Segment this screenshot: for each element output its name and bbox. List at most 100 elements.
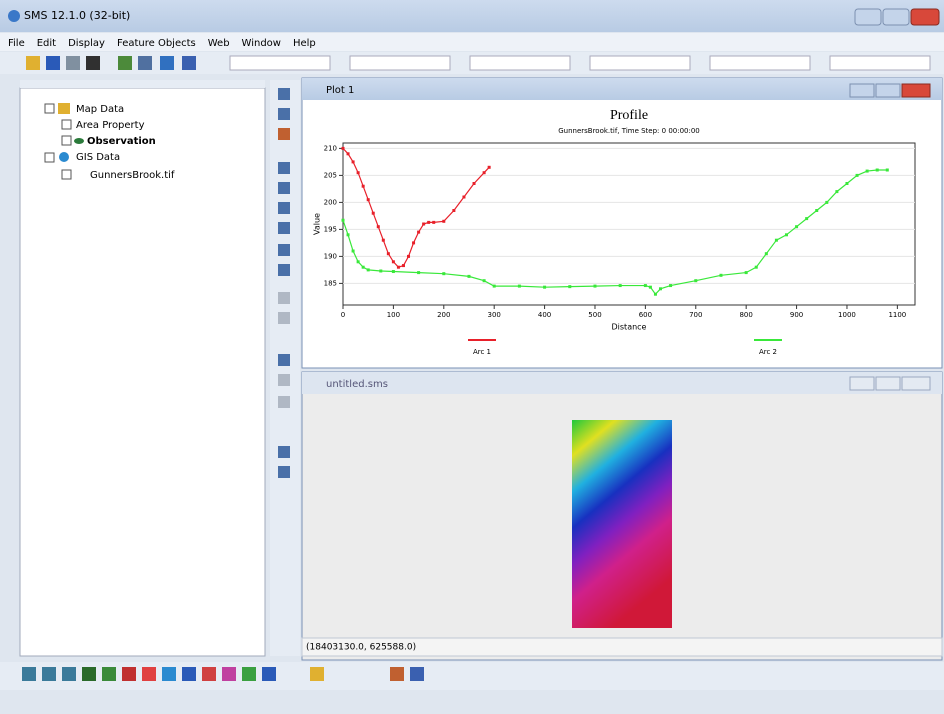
checkbox[interactable]: [62, 170, 71, 179]
data-point: [593, 285, 596, 288]
data-point: [785, 233, 788, 236]
maximize-button[interactable]: [876, 84, 900, 97]
x-tick-label: 1000: [838, 311, 856, 319]
data-point: [342, 147, 345, 150]
coverage-icon: [74, 138, 84, 144]
close-button[interactable]: [911, 9, 939, 25]
tree-item[interactable]: GunnersBrook.tif: [90, 170, 175, 181]
data-point: [442, 272, 445, 275]
data-point: [835, 190, 838, 193]
data-point: [619, 284, 622, 287]
minimize-button[interactable]: [850, 84, 874, 97]
title-bar: [0, 0, 944, 32]
menu-item[interactable]: Window: [242, 38, 281, 49]
app-window: SMS 12.1.0 (32-bit) File Edit Display Featu…: [0, 0, 944, 711]
window-title: SMS 12.1.0 (32-bit): [24, 9, 130, 22]
close-button[interactable]: [902, 377, 930, 390]
data-point: [765, 252, 768, 255]
maximize-button[interactable]: [876, 377, 900, 390]
x-tick-label: 500: [588, 311, 601, 319]
data-point: [412, 241, 415, 244]
data-point: [815, 209, 818, 212]
data-point: [462, 196, 465, 199]
data-point: [543, 286, 546, 289]
x-tick-label: 600: [639, 311, 652, 319]
app-icon: [8, 10, 20, 22]
data-point: [427, 221, 430, 224]
data-point: [367, 198, 370, 201]
data-point: [387, 252, 390, 255]
menu-item[interactable]: Feature Objects: [117, 38, 196, 49]
close-button[interactable]: [902, 84, 930, 97]
legend-label: Arc 1: [473, 348, 491, 356]
checkbox[interactable]: [45, 104, 54, 113]
chart-subtitle: GunnersBrook.tif, Time Step: 0 00:00:00: [558, 127, 700, 135]
data-point: [719, 274, 722, 277]
x-tick-label: 900: [790, 311, 803, 319]
y-tick-label: 185: [324, 279, 337, 287]
x-tick-label: 1100: [888, 311, 906, 319]
y-tick-label: 190: [324, 252, 337, 260]
tree-item[interactable]: Observation: [87, 136, 156, 147]
checkbox[interactable]: [45, 153, 54, 162]
menu-item[interactable]: Display: [68, 38, 105, 49]
checkbox[interactable]: [62, 136, 71, 145]
legend-label: Arc 2: [759, 348, 777, 356]
tree-item[interactable]: Map Data: [76, 104, 124, 115]
data-point: [467, 275, 470, 278]
menu-item[interactable]: File: [8, 38, 25, 49]
map-window-title: untitled.sms: [326, 379, 388, 390]
data-point: [417, 231, 420, 234]
tree-item[interactable]: Area Property: [76, 120, 145, 131]
x-tick-label: 400: [538, 311, 551, 319]
y-tick-label: 210: [324, 144, 337, 152]
menu-item[interactable]: Help: [293, 38, 316, 49]
data-point: [362, 266, 365, 269]
data-point: [402, 264, 405, 267]
data-point: [352, 160, 355, 163]
folder-icon: [58, 103, 70, 114]
y-tick-label: 195: [324, 225, 337, 233]
data-point: [352, 250, 355, 253]
gis-icon: [59, 152, 69, 162]
minimize-button[interactable]: [855, 9, 881, 25]
data-point: [377, 225, 380, 228]
data-point: [644, 284, 647, 287]
data-point: [483, 279, 486, 282]
data-point: [669, 284, 672, 287]
data-point: [483, 171, 486, 174]
data-point: [452, 209, 455, 212]
menu-item[interactable]: Web: [208, 38, 230, 49]
menu-item[interactable]: Edit: [37, 38, 56, 49]
tree-item[interactable]: GIS Data: [76, 152, 120, 163]
data-point: [825, 201, 828, 204]
data-point: [372, 212, 375, 215]
data-point: [649, 286, 652, 289]
data-point: [382, 239, 385, 242]
minimize-button[interactable]: [850, 377, 874, 390]
y-tick-label: 200: [324, 198, 337, 206]
y-axis-label: Value: [313, 213, 322, 235]
data-point: [493, 285, 496, 288]
data-point: [518, 285, 521, 288]
data-point: [422, 223, 425, 226]
checkbox[interactable]: [62, 120, 71, 129]
data-point: [473, 182, 476, 185]
x-tick-label: 300: [488, 311, 501, 319]
data-point: [342, 219, 345, 222]
x-tick-label: 200: [437, 311, 450, 319]
y-tick-label: 205: [324, 171, 337, 179]
map-window-title-bar: [302, 372, 942, 394]
data-point: [367, 268, 370, 271]
data-point: [379, 269, 382, 272]
page: SMS 12.1.0 (32-bit) File Edit Display Featu…: [0, 0, 944, 711]
module-toolbar: [0, 662, 944, 690]
status-coordinates: (18403130.0, 625588.0): [306, 643, 416, 653]
data-point: [795, 225, 798, 228]
x-tick-label: 700: [689, 311, 702, 319]
maximize-button[interactable]: [883, 9, 909, 25]
data-point: [745, 271, 748, 274]
data-point: [876, 169, 879, 172]
data-point: [694, 279, 697, 282]
data-point: [357, 260, 360, 263]
